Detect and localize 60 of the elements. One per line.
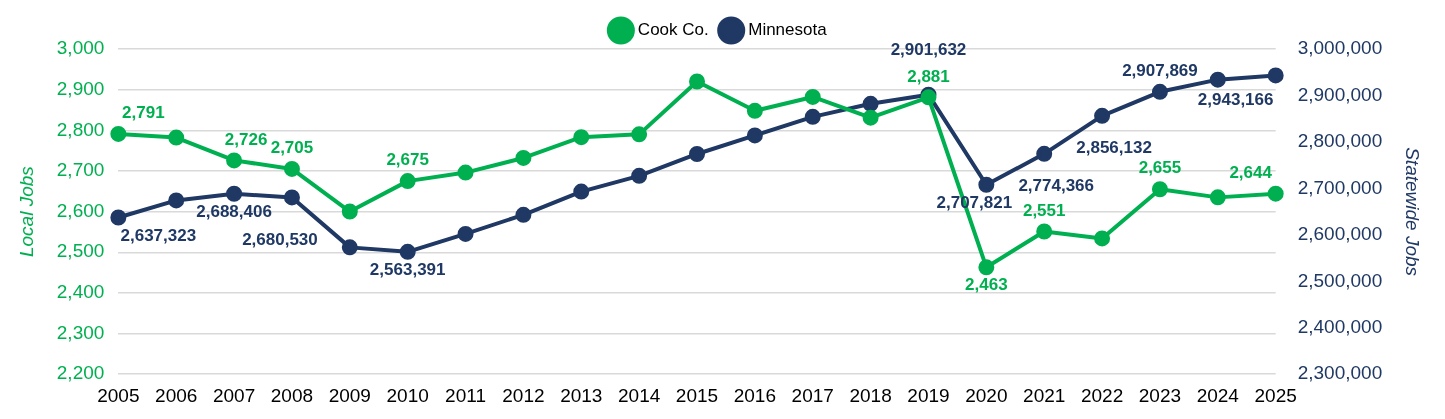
y2-tick-label: 2,500,000 bbox=[1297, 269, 1383, 291]
data-label: 2,774,366 bbox=[1018, 176, 1095, 196]
legend-label: Minnesota bbox=[748, 20, 828, 40]
y2-tick-label: 3,000,000 bbox=[1297, 37, 1383, 59]
y-tick-label: 2,200 bbox=[56, 362, 105, 384]
x-tick-label: 2012 bbox=[502, 384, 545, 406]
data-label: 2,551 bbox=[1022, 200, 1066, 220]
data-label: 2,655 bbox=[1138, 158, 1182, 178]
x-tick-label: 2017 bbox=[791, 384, 834, 406]
data-label: 2,463 bbox=[965, 275, 1008, 295]
x-tick-label: 2025 bbox=[1254, 384, 1297, 406]
x-tick-label: 2010 bbox=[386, 384, 429, 406]
data-label: 2,791 bbox=[122, 103, 165, 123]
y2-tick-label: 2,800,000 bbox=[1297, 130, 1383, 152]
data-label: 2,680,530 bbox=[242, 229, 318, 249]
y-axis-title: Local Jobs bbox=[15, 165, 37, 258]
x-tick-label: 2020 bbox=[965, 384, 1008, 406]
y-tick-label: 2,400 bbox=[56, 281, 105, 303]
data-label: 2,901,632 bbox=[890, 39, 967, 59]
x-tick-label: 2014 bbox=[618, 384, 661, 406]
data-label: 2,563,391 bbox=[369, 260, 446, 280]
y2-tick-label: 2,900,000 bbox=[1297, 83, 1383, 105]
data-label: 2,644 bbox=[1229, 162, 1273, 182]
data-label: 2,881 bbox=[907, 66, 950, 86]
data-label: 2,705 bbox=[270, 138, 314, 158]
y2-axis-title: Statewide Jobs bbox=[1402, 147, 1424, 277]
x-tick-label: 2007 bbox=[212, 384, 256, 406]
legend-label: Cook Co. bbox=[637, 20, 709, 40]
x-tick-label: 2006 bbox=[155, 384, 198, 406]
x-tick-label: 2008 bbox=[270, 384, 314, 406]
y-tick-label: 2,500 bbox=[56, 240, 105, 262]
x-tick-label: 2022 bbox=[1080, 384, 1124, 406]
x-tick-label: 2018 bbox=[849, 384, 892, 406]
data-label: 2,675 bbox=[386, 150, 429, 170]
y-tick-label: 2,900 bbox=[56, 77, 105, 99]
y-tick-label: 2,800 bbox=[56, 118, 105, 140]
y2-tick-label: 2,600,000 bbox=[1297, 223, 1383, 245]
x-tick-label: 2013 bbox=[560, 384, 603, 406]
y-tick-label: 2,300 bbox=[56, 321, 105, 343]
x-tick-label: 2024 bbox=[1196, 384, 1240, 406]
data-label: 2,637,323 bbox=[120, 225, 197, 245]
y-tick-label: 3,000 bbox=[56, 37, 105, 59]
data-label: 2,943,166 bbox=[1197, 89, 1274, 109]
x-tick-label: 2011 bbox=[445, 384, 486, 406]
data-label: 2,907,869 bbox=[1122, 60, 1198, 80]
y2-tick-label: 2,300,000 bbox=[1297, 362, 1383, 384]
x-tick-label: 2019 bbox=[907, 384, 950, 406]
x-tick-label: 2015 bbox=[675, 384, 719, 406]
x-tick-label: 2021 bbox=[1023, 384, 1066, 406]
y2-tick-label: 2,400,000 bbox=[1297, 315, 1383, 337]
data-label: 2,856,132 bbox=[1076, 138, 1152, 158]
data-label: 2,726 bbox=[224, 129, 268, 149]
x-tick-label: 2016 bbox=[733, 384, 777, 406]
y2-tick-label: 2,700,000 bbox=[1297, 176, 1383, 198]
x-tick-label: 2005 bbox=[97, 384, 140, 406]
y-tick-label: 2,700 bbox=[56, 159, 105, 181]
data-label: 2,688,406 bbox=[196, 201, 272, 221]
y-tick-label: 2,600 bbox=[56, 199, 105, 221]
x-tick-label: 2023 bbox=[1138, 384, 1182, 406]
x-tick-label: 2009 bbox=[328, 384, 371, 406]
